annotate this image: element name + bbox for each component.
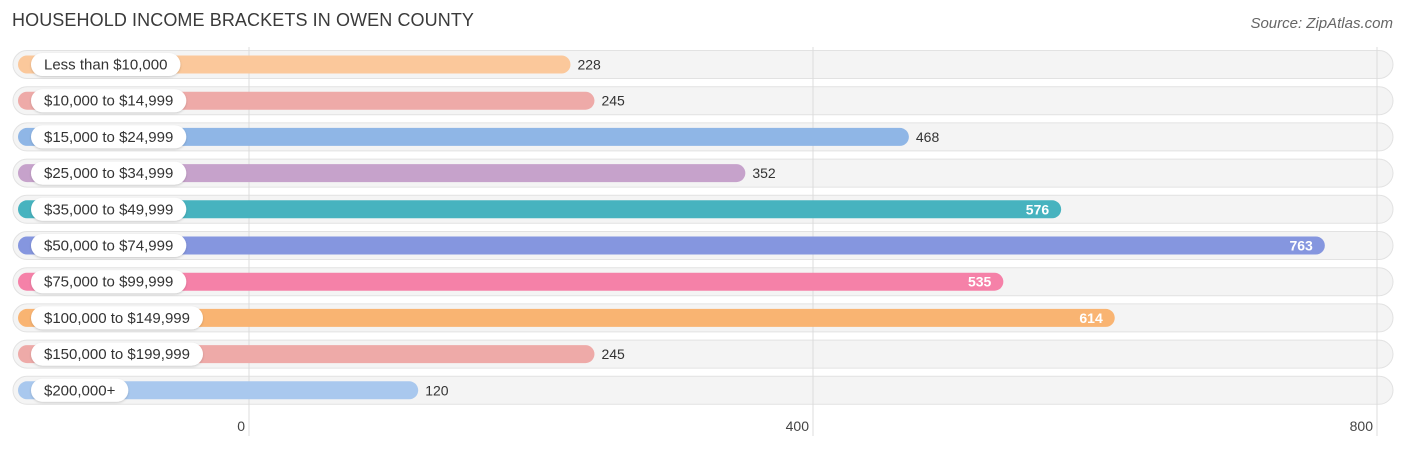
category-pill xyxy=(31,197,187,221)
value-label: 228 xyxy=(577,57,601,73)
category-label: $15,000 to $24,999 xyxy=(44,129,173,146)
category-pill xyxy=(31,270,187,294)
category-label: $200,000+ xyxy=(44,382,116,399)
chart-title: HOUSEHOLD INCOME BRACKETS IN OWEN COUNTY xyxy=(12,10,475,30)
value-label: 614 xyxy=(1079,310,1103,326)
category-label: $25,000 to $34,999 xyxy=(44,165,173,182)
category-pill xyxy=(31,125,187,149)
category-pill xyxy=(31,161,187,185)
x-tick-label: 800 xyxy=(1350,418,1374,434)
bar xyxy=(18,127,909,146)
value-label: 535 xyxy=(968,274,992,290)
category-label: $50,000 to $74,999 xyxy=(44,238,173,255)
category-pill xyxy=(31,306,203,330)
category-label: $100,000 to $149,999 xyxy=(44,310,190,327)
value-label: 352 xyxy=(752,165,776,181)
bar xyxy=(18,308,1115,327)
value-label: 468 xyxy=(916,129,940,145)
category-label: $75,000 to $99,999 xyxy=(44,274,173,291)
value-label: 120 xyxy=(425,382,449,398)
category-label: $150,000 to $199,999 xyxy=(44,346,190,363)
category-pill xyxy=(31,53,181,76)
value-label: 576 xyxy=(1026,201,1050,217)
bar xyxy=(18,164,746,183)
category-pill xyxy=(31,234,187,257)
value-label: 245 xyxy=(601,346,625,362)
value-label: 763 xyxy=(1289,238,1313,254)
category-label: $35,000 to $49,999 xyxy=(44,201,173,218)
category-label: Less than $10,000 xyxy=(44,57,167,74)
bar xyxy=(18,272,1004,291)
category-pill xyxy=(31,378,129,402)
source-label: Source: ZipAtlas.com xyxy=(1250,15,1393,32)
category-pill xyxy=(31,89,187,113)
bar xyxy=(18,236,1325,255)
x-tick-label: 0 xyxy=(237,418,245,434)
value-label: 245 xyxy=(601,93,625,109)
category-pill xyxy=(31,342,203,366)
category-label: $10,000 to $14,999 xyxy=(44,93,173,110)
bar xyxy=(18,200,1062,219)
x-tick-label: 400 xyxy=(786,418,810,434)
